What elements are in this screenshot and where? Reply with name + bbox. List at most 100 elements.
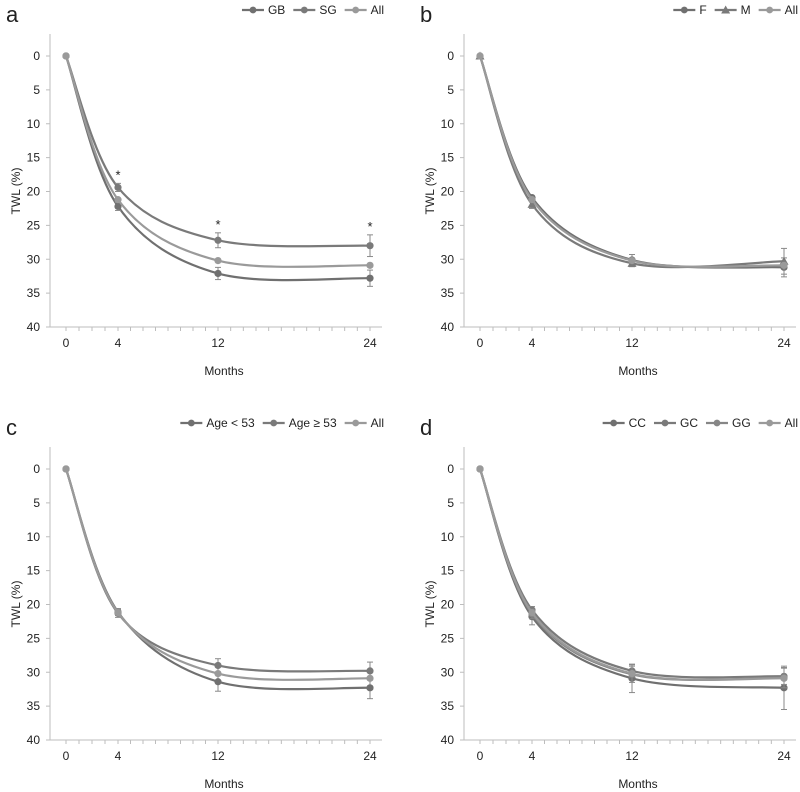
chart-panel-a: a 0 5 10 15 20 25 30 35 40 0 4 12 24 Months TWL (%) * * * A… — [6, 2, 384, 378]
data-point-marker — [62, 52, 70, 60]
data-point-marker — [476, 52, 484, 60]
series-line-cc — [478, 468, 785, 689]
legend-label: Age ≥ 53 — [289, 416, 337, 430]
series-line-m — [478, 55, 785, 269]
y-tick-label: 5 — [33, 496, 40, 510]
x-tick-label: 0 — [63, 336, 70, 350]
x-tick-label: 12 — [211, 749, 225, 763]
legend: All Age ≥ 53 Age < 53 — [180, 416, 384, 430]
data-point-marker — [114, 609, 122, 617]
x-tick-label: 24 — [777, 749, 791, 763]
y-tick-label: 25 — [441, 631, 455, 645]
y-tick-label: 25 — [27, 218, 41, 232]
significance-star: * — [215, 217, 220, 232]
legend-marker — [610, 419, 618, 427]
x-tick-label: 0 — [477, 749, 484, 763]
data-point-marker — [528, 609, 536, 617]
x-axis-title: Months — [618, 364, 657, 378]
x-tick-label: 4 — [529, 749, 536, 763]
y-tick-label: 40 — [27, 733, 41, 747]
legend-marker — [766, 419, 774, 427]
data-point-marker — [366, 261, 374, 269]
legend-label: CC — [629, 416, 647, 430]
legend-marker — [300, 6, 308, 14]
legend-marker — [352, 6, 360, 14]
legend-label: M — [741, 3, 751, 17]
y-tick-label: 35 — [441, 286, 455, 300]
legend-marker — [187, 419, 195, 427]
y-tick-label: 0 — [447, 462, 454, 476]
legend-label: All — [785, 3, 798, 17]
y-tick-label: 40 — [27, 320, 41, 334]
y-tick-label: 0 — [33, 462, 40, 476]
y-axis-title: TWL (%) — [9, 581, 23, 628]
y-tick-label: 15 — [27, 564, 41, 578]
y-tick-label: 30 — [27, 252, 41, 266]
legend-marker — [249, 6, 257, 14]
y-tick-label: 0 — [447, 49, 454, 63]
data-point-marker — [62, 465, 70, 473]
y-tick-label: 30 — [441, 252, 455, 266]
x-tick-label: 12 — [625, 336, 639, 350]
x-tick-label: 24 — [363, 336, 377, 350]
legend: All GG GC CC — [602, 416, 798, 430]
y-tick-label: 20 — [27, 598, 41, 612]
legend-label: Age < 53 — [206, 416, 255, 430]
series-line-all — [64, 55, 371, 268]
legend-label: All — [371, 416, 384, 430]
data-point-marker — [527, 199, 537, 208]
data-point-marker — [366, 274, 374, 282]
data-point-marker — [628, 670, 636, 678]
legend-marker — [766, 6, 774, 14]
legend-marker — [352, 419, 360, 427]
data-point-marker — [476, 465, 484, 473]
y-tick-label: 5 — [33, 83, 40, 97]
x-tick-label: 24 — [363, 749, 377, 763]
series-line-age53 — [64, 468, 371, 673]
y-tick-label: 40 — [441, 320, 455, 334]
x-tick-label: 24 — [777, 336, 791, 350]
x-axis-title: Months — [618, 777, 657, 791]
series-line-all — [478, 468, 785, 681]
panel-label: d — [420, 415, 432, 440]
series-line-gc — [478, 468, 785, 679]
series-line-gg — [478, 468, 785, 681]
legend: All SG GB — [241, 3, 384, 17]
y-tick-label: 20 — [27, 185, 41, 199]
data-point-marker — [214, 257, 222, 265]
data-point-marker — [366, 242, 374, 250]
y-axis-title: TWL (%) — [9, 168, 23, 215]
legend-label: SG — [319, 3, 336, 17]
y-tick-label: 10 — [27, 117, 41, 131]
legend-label: GG — [732, 416, 751, 430]
y-axis-title: TWL (%) — [423, 581, 437, 628]
x-tick-label: 0 — [63, 749, 70, 763]
data-point-marker — [366, 684, 374, 692]
y-tick-label: 10 — [27, 530, 41, 544]
chart-panel-d: d 0 5 10 15 20 25 30 35 40 0 4 12 24 Months TWL (%) All G… — [420, 415, 798, 791]
y-axis-title: TWL (%) — [423, 168, 437, 215]
y-tick-label: 25 — [441, 218, 455, 232]
data-point-marker — [214, 236, 222, 244]
data-point-marker — [214, 670, 222, 678]
legend-marker — [680, 6, 688, 14]
series-line-sg — [64, 55, 371, 248]
data-point-marker — [628, 257, 636, 265]
data-point-marker — [214, 269, 222, 278]
y-tick-label: 5 — [447, 83, 454, 97]
y-tick-label: 35 — [441, 699, 455, 713]
data-point-marker — [366, 674, 374, 682]
y-tick-label: 15 — [27, 151, 41, 165]
series-line-f — [478, 55, 785, 269]
x-tick-label: 4 — [529, 336, 536, 350]
x-tick-label: 12 — [211, 336, 225, 350]
legend-label: All — [371, 3, 384, 17]
y-tick-label: 15 — [441, 151, 455, 165]
series-line-age53 — [64, 468, 371, 691]
x-axis-title: Months — [204, 777, 243, 791]
y-tick-label: 5 — [447, 496, 454, 510]
data-point-marker — [214, 678, 222, 686]
data-point-marker — [114, 183, 122, 192]
